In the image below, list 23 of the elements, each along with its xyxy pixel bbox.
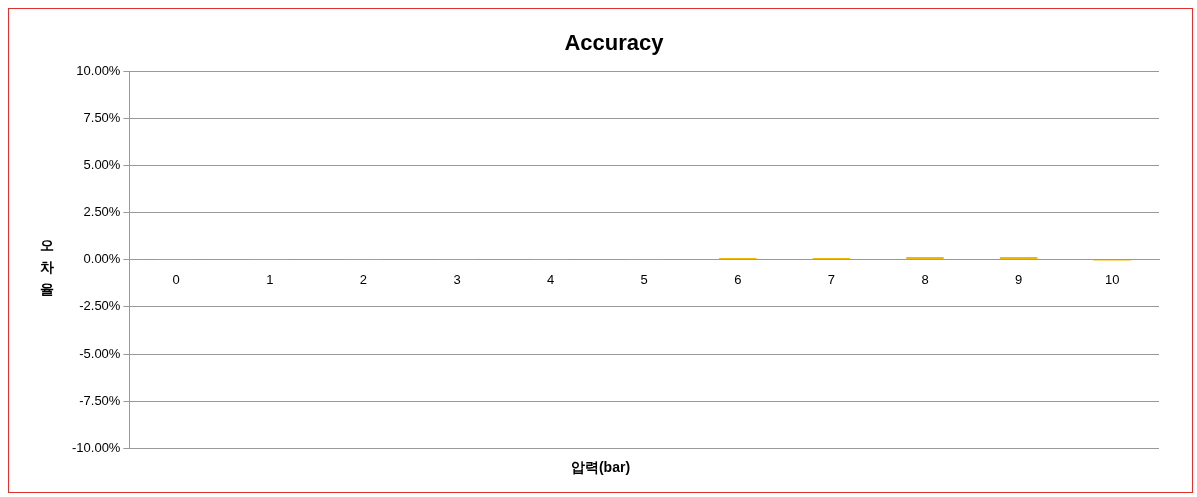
y-tick-label: 7.50% [83, 110, 121, 126]
x-tick-label: 2 [359, 272, 368, 288]
y-tick-label: 0.00% [83, 251, 121, 267]
y-tick-label: 10.00% [76, 62, 121, 78]
y-axis-title: 오차율 [39, 236, 55, 299]
x-tick-label: 9 [1014, 272, 1023, 288]
x-tick-label: 0 [172, 272, 180, 288]
y-tick-label: 5.00% [83, 157, 121, 173]
x-tick-label: 4 [546, 272, 555, 288]
x-tick-label: 5 [640, 272, 648, 288]
y-tick-label: 2.50% [83, 204, 121, 220]
chart-title: Accuracy [564, 30, 665, 56]
x-tick-label: 10 [1104, 272, 1120, 288]
y-tick-label: -7.50% [79, 392, 121, 408]
x-tick-label: 6 [734, 272, 742, 288]
x-tick-label: 1 [266, 272, 274, 288]
y-tick-label: -10.00% [72, 439, 121, 455]
y-tick-label: -2.50% [79, 298, 121, 314]
x-tick-label: 7 [827, 272, 836, 288]
x-axis-title: 압력(bar) [569, 459, 632, 477]
x-tick-label: 3 [453, 272, 461, 288]
x-tick-label: 8 [921, 272, 929, 288]
y-tick-label: -5.00% [79, 345, 121, 361]
